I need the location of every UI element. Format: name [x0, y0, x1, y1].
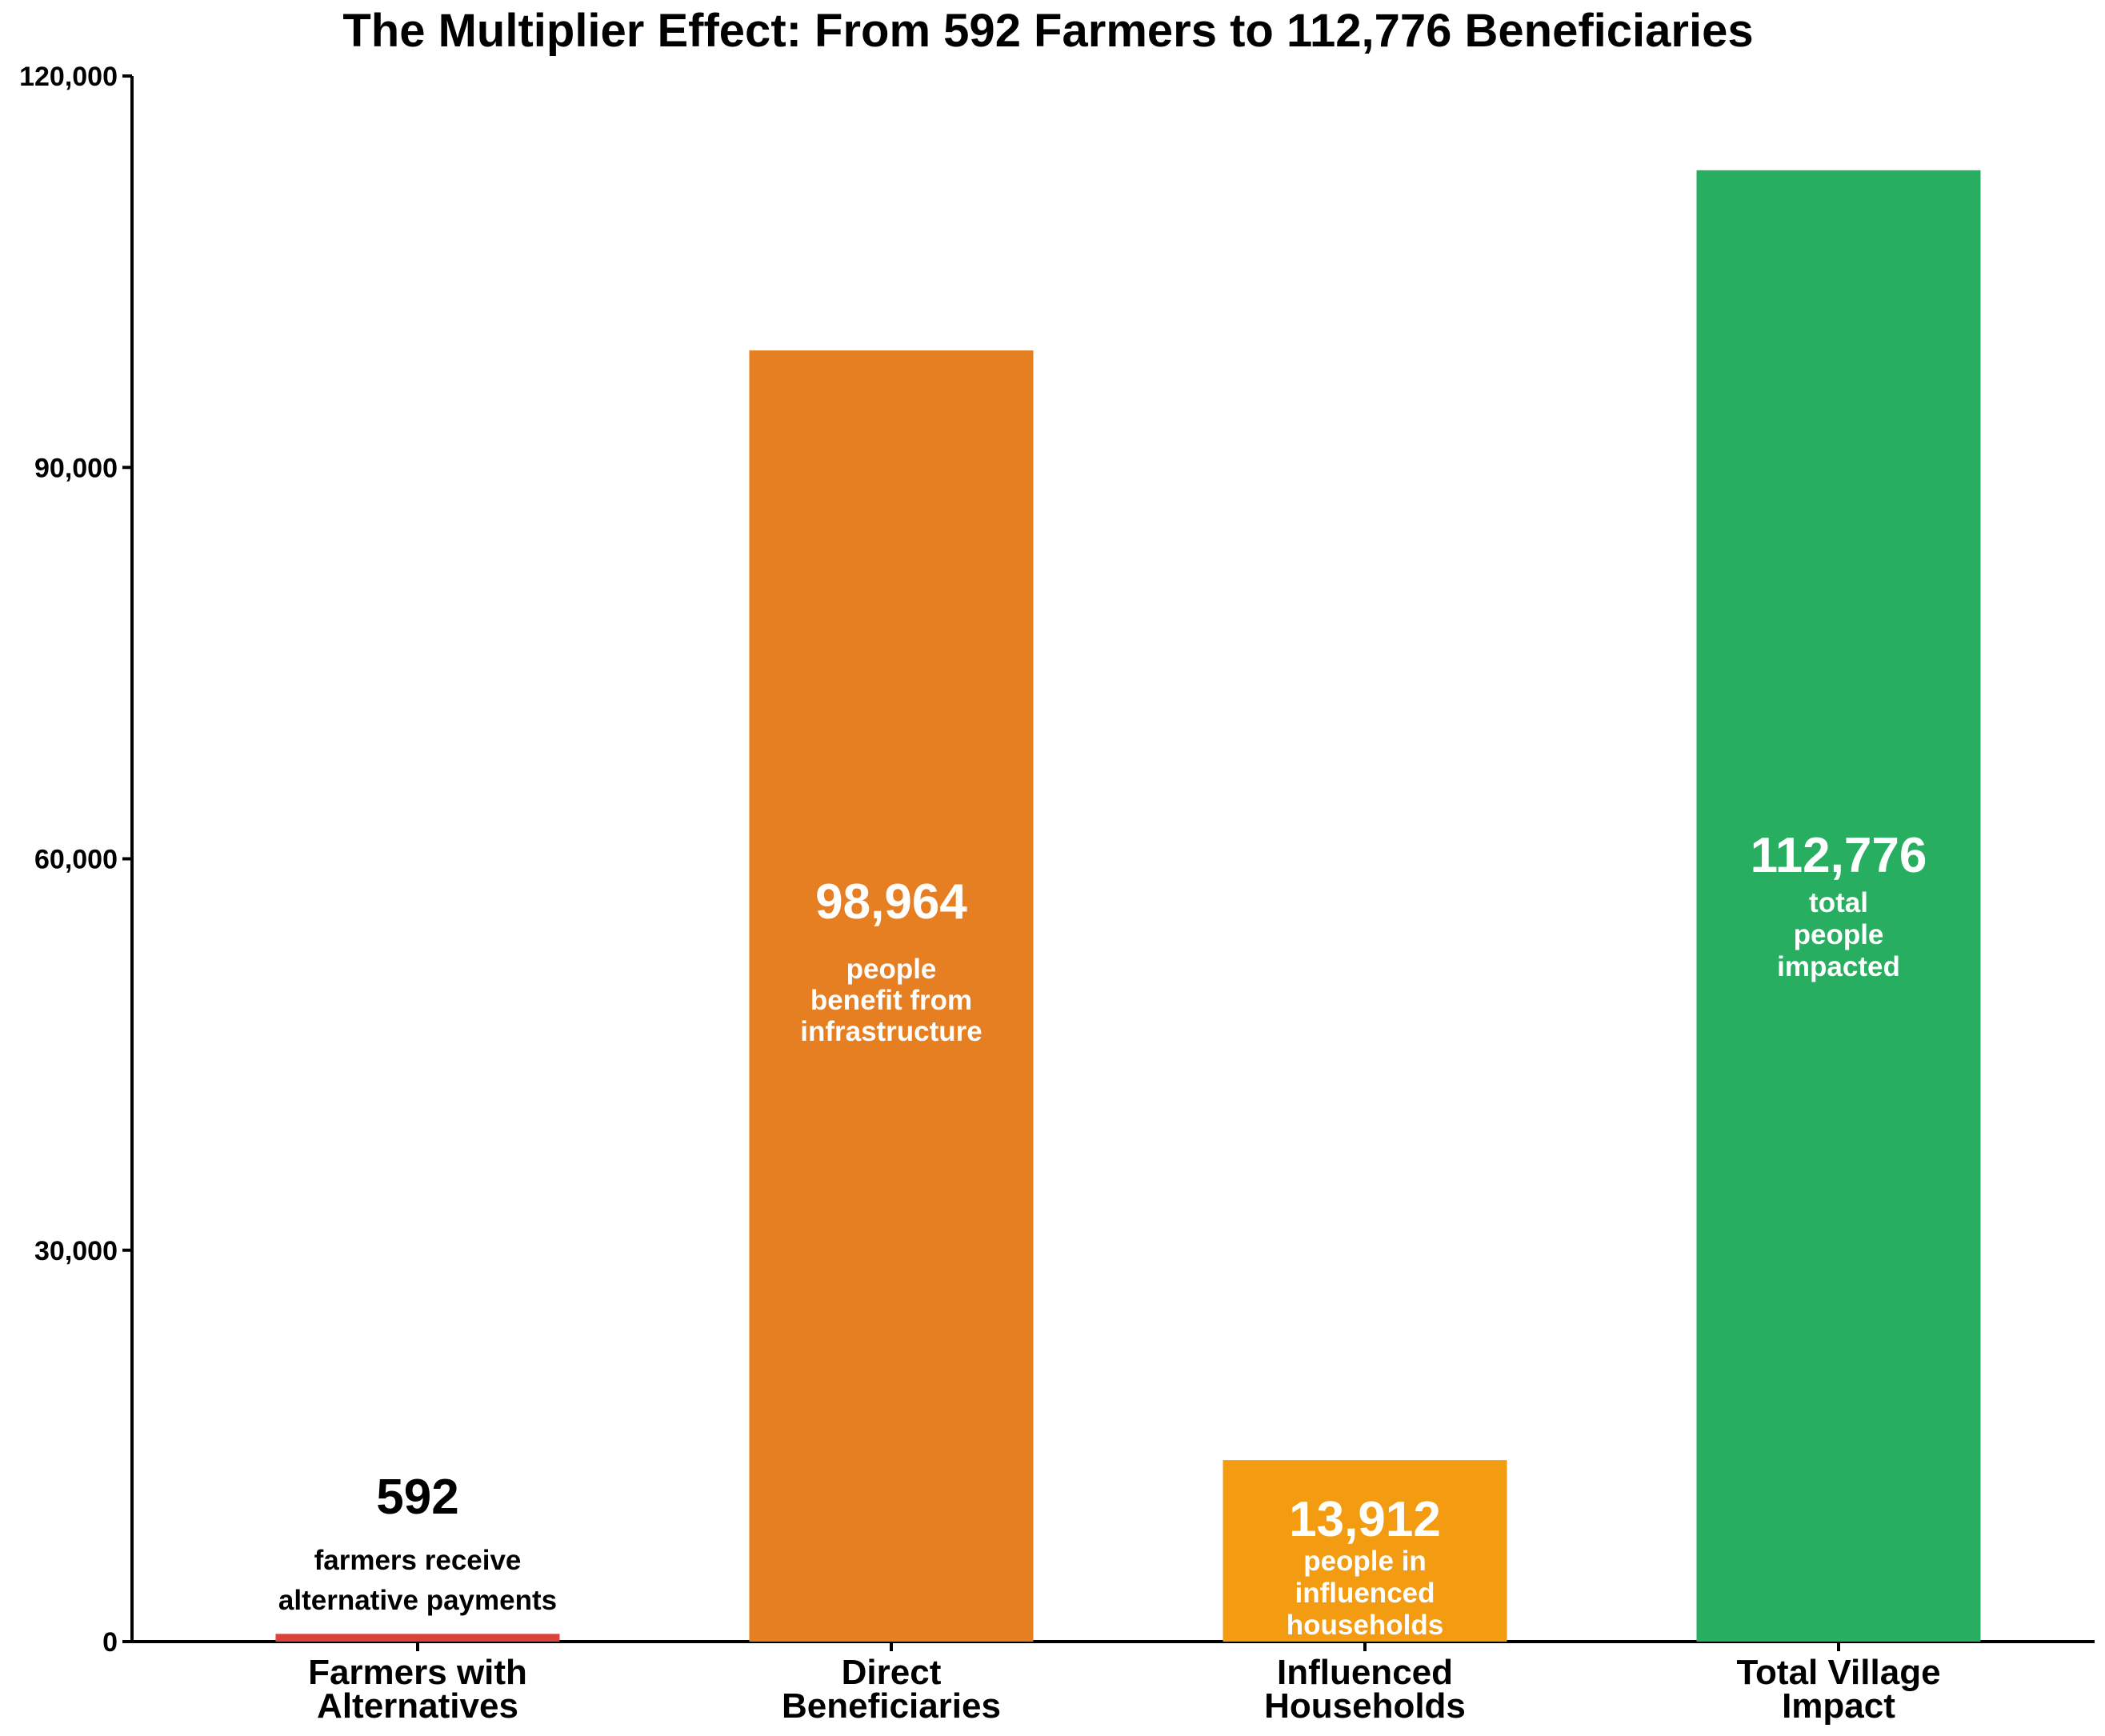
bars — [275, 170, 1981, 1642]
bar — [749, 350, 1034, 1642]
bar — [1223, 1460, 1507, 1642]
bar-value-label: 13,912 — [1289, 1492, 1441, 1547]
y-tick-label: 0 — [102, 1627, 118, 1658]
bar-description-label: alternative payments — [278, 1585, 557, 1616]
bar-description-label: infrastructure — [800, 1016, 982, 1047]
bar-description-label: total — [1809, 887, 1868, 918]
bar-description-label: impacted — [1777, 951, 1900, 982]
x-tick-label: Total Village — [1736, 1653, 1940, 1692]
x-tick-label: Households — [1264, 1686, 1466, 1726]
bar-description-label: farmers receive — [314, 1545, 522, 1576]
x-tick-label: Influenced — [1277, 1653, 1453, 1692]
x-tick-label: Impact — [1782, 1686, 1895, 1726]
y-tick-label: 60,000 — [34, 845, 118, 875]
bar-value-label: 112,776 — [1751, 828, 1927, 883]
axes: 0 30,000 60,000 90,000 120,000 Farmers withAl… — [19, 62, 2095, 1726]
y-tick-label: 90,000 — [34, 453, 118, 483]
x-tick-label: Direct — [842, 1653, 942, 1692]
bar-value-label: 592 — [376, 1470, 458, 1525]
y-tick-label: 30,000 — [34, 1236, 118, 1266]
bar-description-label: people — [1794, 919, 1884, 950]
bar — [1696, 170, 1981, 1642]
bar-description-label: households — [1287, 1610, 1443, 1641]
bar-description-label: people — [846, 954, 937, 985]
bar-value-label: 98,964 — [815, 874, 967, 930]
chart-title: The Multiplier Effect: From 592 Farmers … — [342, 5, 1753, 57]
x-tick-label: Farmers with — [308, 1653, 527, 1692]
bar-description-label: benefit from — [810, 985, 972, 1016]
bar-description-label: people in — [1303, 1546, 1427, 1577]
x-tick-label: Alternatives — [317, 1686, 518, 1726]
bar — [275, 1634, 560, 1642]
y-tick-label: 120,000 — [19, 62, 118, 92]
annotations: 592 farmers receive alternative payments 98… — [278, 828, 1927, 1641]
bar-description-label: influenced — [1295, 1578, 1435, 1609]
x-tick-label: Beneficiaries — [782, 1686, 1001, 1726]
